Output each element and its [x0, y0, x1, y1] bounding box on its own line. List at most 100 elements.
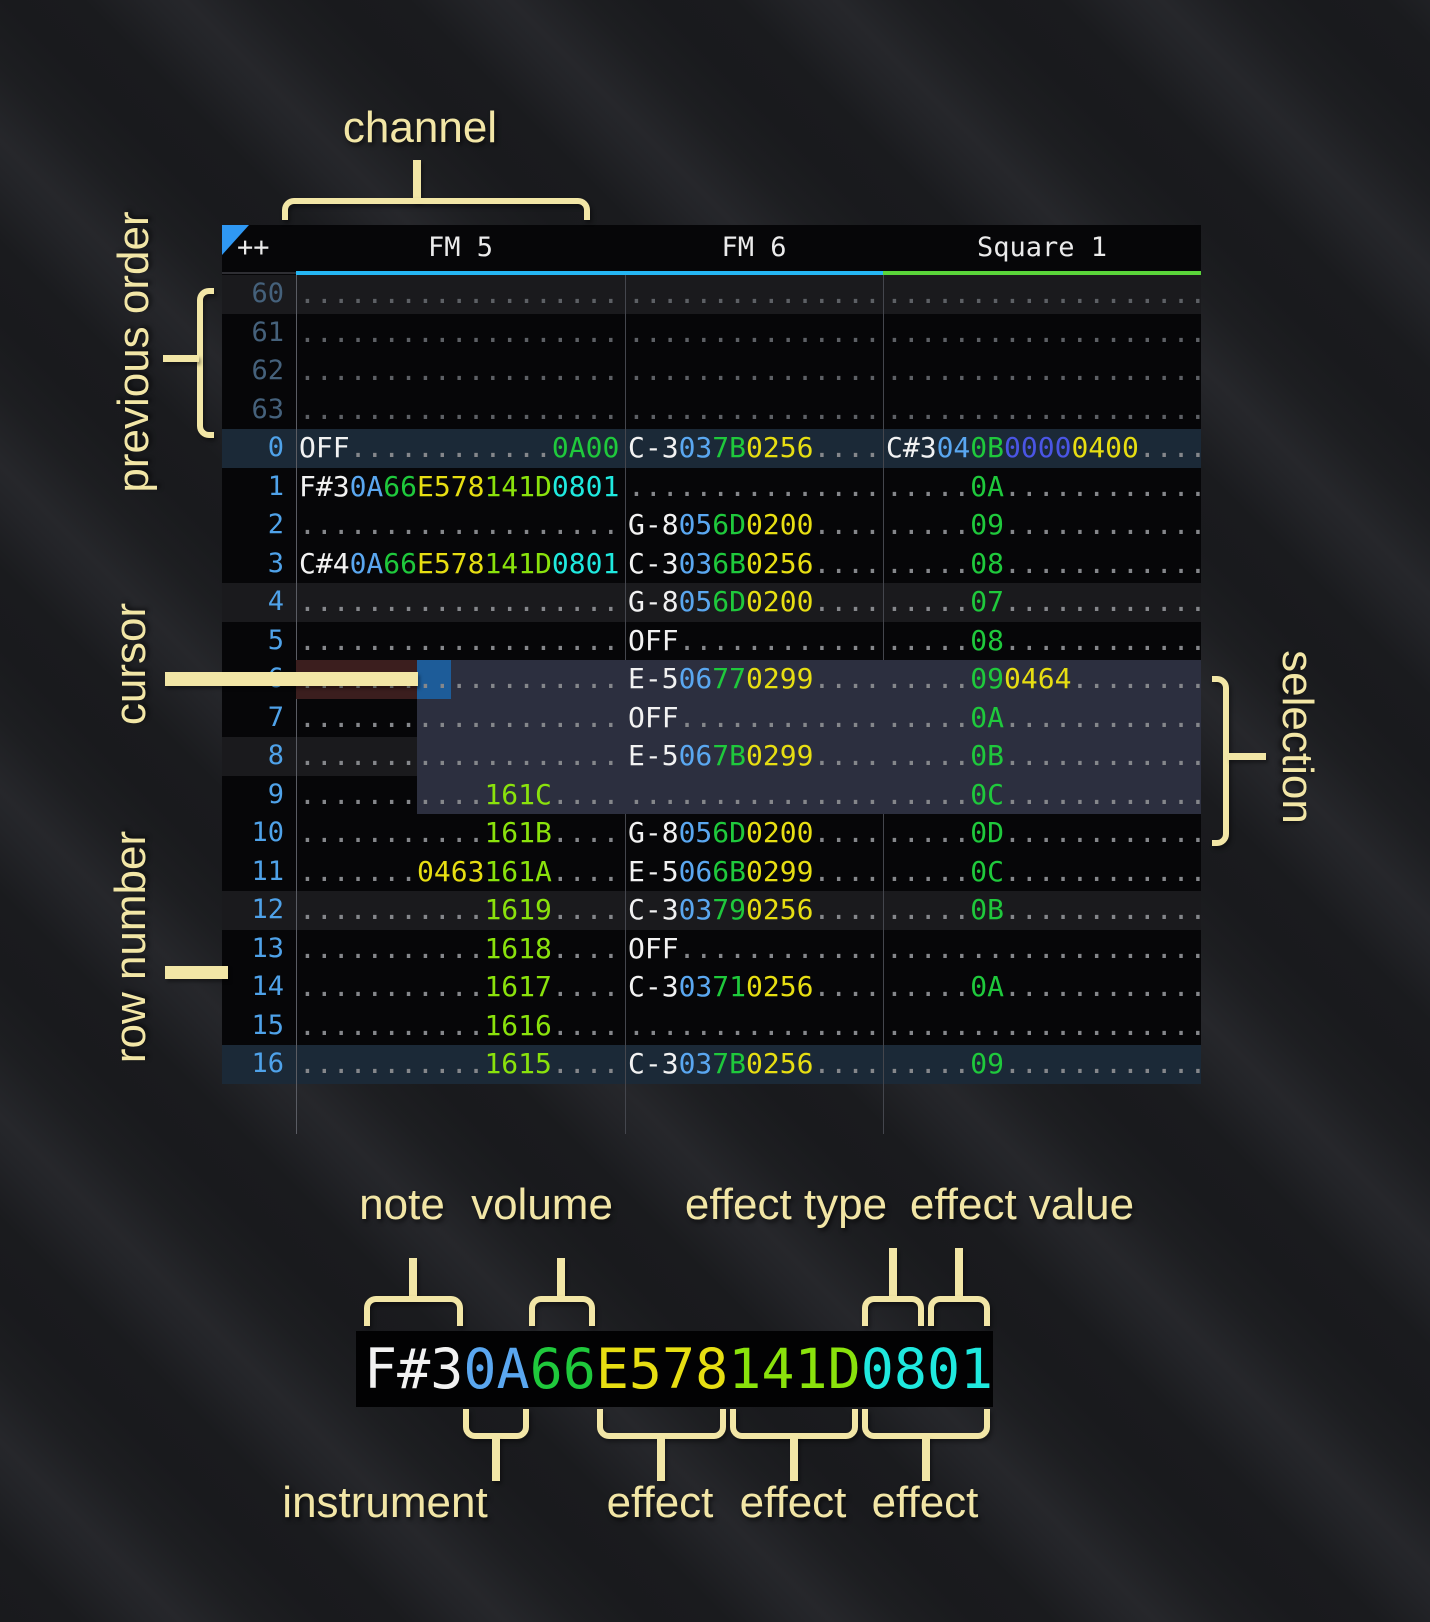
pattern-cell[interactable]: OFF............ [625, 930, 883, 969]
cell-segment: 161B [484, 816, 552, 849]
pattern-cell[interactable]: G-8056D0200.... [625, 506, 883, 545]
pattern-cell[interactable]: .....0B............ [883, 737, 1201, 776]
pattern-cell[interactable]: .....08............ [883, 622, 1201, 661]
selection-region[interactable] [417, 660, 1201, 814]
volume-annotation-label: volume [471, 1180, 613, 1229]
pattern-cell[interactable]: ................... [883, 930, 1201, 969]
pattern-cell[interactable]: F#30A66E578141D0801 [296, 468, 625, 507]
cell-segment: E578 [417, 546, 485, 580]
row-number: 5 [267, 624, 284, 656]
pattern-cell[interactable]: ................... [296, 506, 625, 545]
pattern-row: 14 ...........1617.... C-303710256........… [222, 968, 1201, 1007]
cell-segment: ............ [1004, 585, 1201, 618]
pattern-cell[interactable]: .....0A............ [883, 968, 1201, 1007]
pattern-cell[interactable]: .....0A............ [883, 468, 1201, 507]
effect1-annotation-stem [657, 1437, 665, 1481]
pattern-cell[interactable]: ...........161C.... [296, 776, 625, 815]
pattern-cell[interactable]: ................... [296, 391, 625, 430]
selection-annotation-label: selection [1273, 650, 1322, 824]
cell-segment: C-3 [628, 970, 679, 1003]
pattern-cell[interactable]: ...........1616.... [296, 1007, 625, 1046]
cell-segment: 0463 [417, 854, 485, 888]
channel-header-square1[interactable]: Square 1 [976, 232, 1108, 263]
pattern-rows: 60......................................… [222, 275, 1201, 1084]
pattern-cell[interactable]: .....0C............ [883, 853, 1201, 892]
pattern-cell[interactable]: C-3037B0256.... [625, 429, 883, 468]
pattern-cell[interactable]: .....0B............ [883, 891, 1201, 930]
pattern-cell[interactable]: OFF............ [625, 699, 883, 738]
cell-segment: ............ [1004, 1047, 1201, 1080]
pattern-cell[interactable]: G-8056D0200.... [625, 583, 883, 622]
cell-segment: C-3 [628, 1047, 679, 1080]
pattern-cell[interactable]: ................... [883, 314, 1201, 353]
pattern-cell[interactable]: C-3036B0256.... [625, 545, 883, 584]
pattern-cell[interactable]: ................... [296, 352, 625, 391]
pattern-cell[interactable]: ................... [883, 352, 1201, 391]
pattern-cell[interactable]: ............... [625, 776, 883, 815]
pattern-cell[interactable]: ................... [296, 622, 625, 661]
channel-header-fm6[interactable]: FM 6 [721, 232, 787, 263]
pattern-cell[interactable]: ............... [625, 275, 883, 314]
row-number: 16 [251, 1048, 284, 1079]
row-highlight-major [222, 1045, 1201, 1084]
cell-segment: ................... [299, 508, 620, 541]
pattern-cell[interactable]: C-303710256.... [625, 968, 883, 1007]
selection-annotation-bracket [1212, 676, 1229, 846]
pattern-cell[interactable]: .......0463161A.... [296, 853, 625, 892]
pattern-cell[interactable]: C#40A66E578141D0801 [296, 545, 625, 584]
pattern-cell[interactable]: ................... [883, 391, 1201, 430]
effect2-annotation-bracket [730, 1409, 858, 1439]
pattern-cell[interactable]: ...........1615.... [296, 1045, 625, 1084]
cell-segment: E578 [595, 1337, 729, 1401]
pattern-row: 9 ...........161C........................… [222, 776, 1201, 815]
pattern-cell[interactable]: OFF............0A00 [296, 429, 625, 468]
pattern-cell[interactable]: ................... [296, 275, 625, 314]
channel-header-fm5[interactable]: FM 5 [427, 232, 494, 263]
cell-segment: ............ [1004, 854, 1201, 888]
pattern-cell[interactable]: ............... [625, 352, 883, 391]
pattern-cell[interactable]: ................... [883, 275, 1201, 314]
pattern-cell[interactable]: ............... [625, 391, 883, 430]
pattern-cell[interactable]: ...........161B.... [296, 814, 625, 853]
row-number: 1 [267, 470, 284, 502]
pattern-cursor[interactable] [417, 660, 451, 699]
pattern-cell[interactable]: .....07............ [883, 583, 1201, 622]
cell-segment: ................... [299, 585, 620, 618]
pattern-cell[interactable]: ................... [883, 1007, 1201, 1046]
pattern-cell[interactable]: .....0A............ [883, 699, 1201, 738]
cell-segment: 0801 [551, 469, 620, 503]
pattern-cell[interactable]: .....09............ [883, 506, 1201, 545]
pattern-cell[interactable]: ...........1618.... [296, 930, 625, 969]
pattern-cell[interactable]: E-506770299.... [625, 660, 883, 699]
order-corner-button[interactable]: ++ [222, 225, 296, 271]
pattern-cell[interactable]: .....08............ [883, 545, 1201, 584]
pattern-cell[interactable]: OFF............ [625, 622, 883, 661]
pattern-cell[interactable]: .....090464........ [883, 660, 1201, 699]
cell-segment: .... [813, 662, 881, 695]
pattern-cell[interactable]: ................... [296, 737, 625, 776]
pattern-cell[interactable]: ............... [625, 1007, 883, 1046]
cell-segment: ............ [678, 931, 881, 965]
pattern-cell[interactable]: E-5067B0299.... [625, 737, 883, 776]
pattern-cell[interactable]: ................... [296, 699, 625, 738]
pattern-cell[interactable]: C-303790256.... [625, 891, 883, 930]
pattern-cell[interactable]: .....0C............ [883, 776, 1201, 815]
pattern-cell[interactable]: ...........1619.... [296, 891, 625, 930]
effect-type-annotation-label: effect type [684, 1180, 888, 1229]
cell-segment: 05 [678, 816, 713, 849]
pattern-cell[interactable]: ................... [296, 314, 625, 353]
pattern-cell[interactable]: .....0D............ [883, 814, 1201, 853]
pattern-cell[interactable]: E-5066B0299.... [625, 853, 883, 892]
effect-value-annotation-stem [955, 1248, 963, 1298]
pattern-cell[interactable]: .....09............ [883, 1045, 1201, 1084]
pattern-cell[interactable]: ................... [296, 583, 625, 622]
pattern-cell[interactable]: ...........1617.... [296, 968, 625, 1007]
note-annotation-label: note [359, 1180, 445, 1229]
pattern-cell[interactable]: C-3037B0256.... [625, 1045, 883, 1084]
pattern-cell[interactable]: C#3040B00000400.... [883, 429, 1201, 468]
pattern-cell[interactable]: ............... [625, 314, 883, 353]
pattern-cell[interactable]: ............... [625, 468, 883, 507]
pattern-cell[interactable]: G-8056D0200.... [625, 814, 883, 853]
channel-underline-fm6 [625, 271, 883, 275]
previous-order-annotation-stem [163, 355, 199, 362]
